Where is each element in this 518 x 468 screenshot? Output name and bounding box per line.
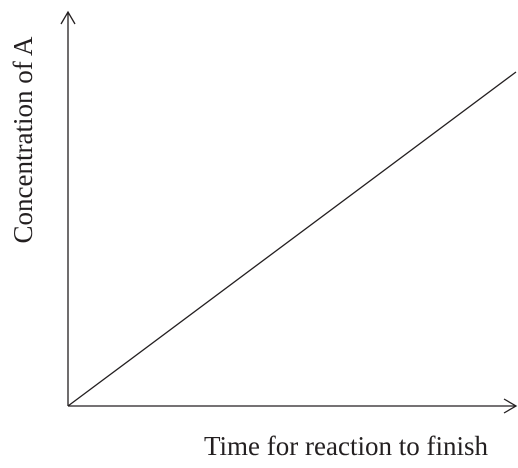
y-axis-label: Concentration of A <box>8 36 38 243</box>
x-axis-label: Time for reaction to finish <box>204 431 488 461</box>
trend-line <box>67 71 517 407</box>
x-axis-arrow <box>503 398 518 414</box>
y-axis-arrow <box>60 10 76 25</box>
